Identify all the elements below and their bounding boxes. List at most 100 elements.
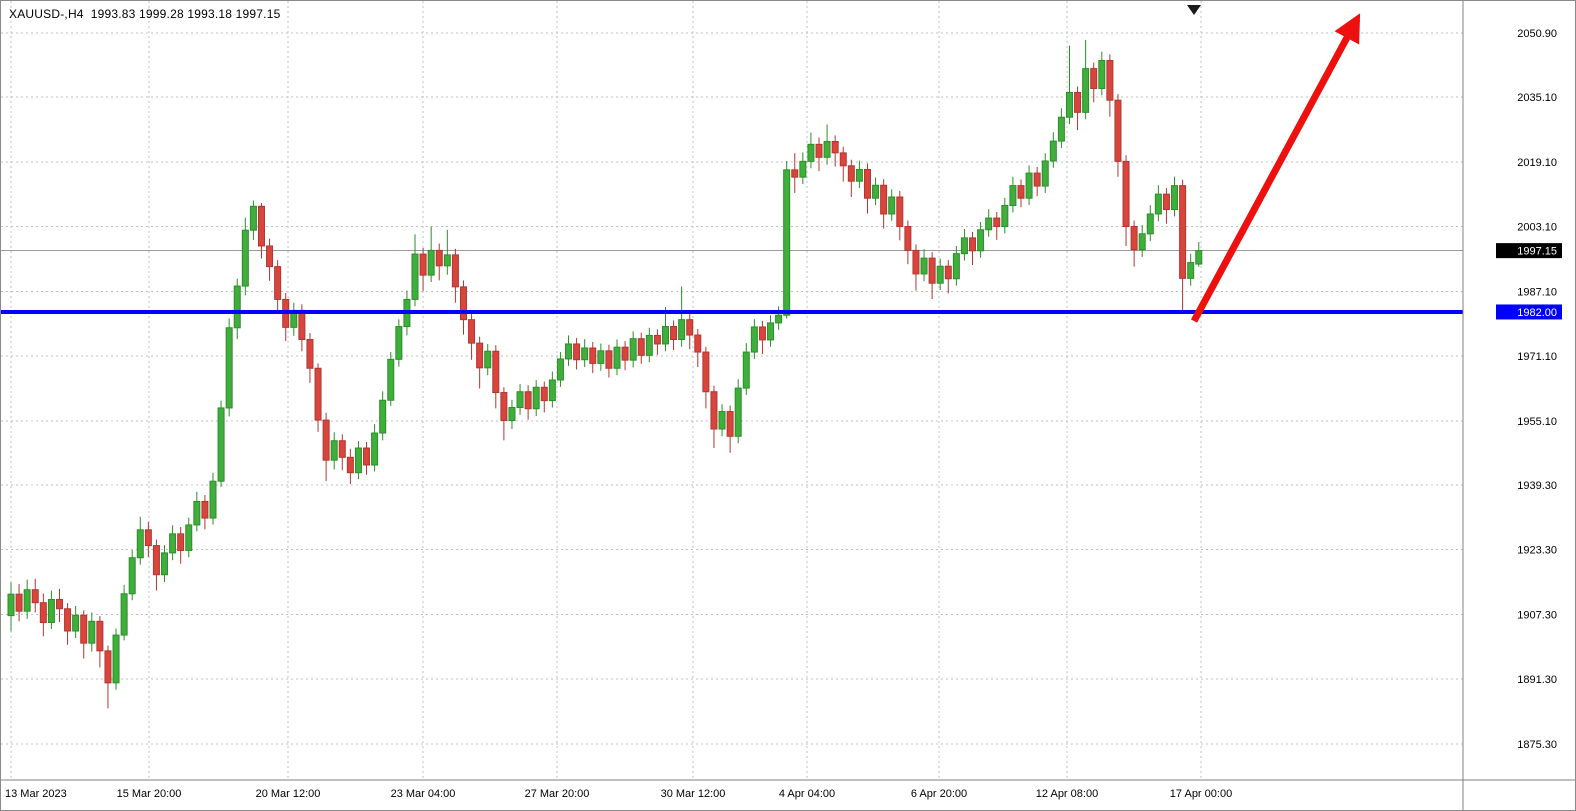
candle-bull: [23, 589, 31, 612]
candle-bull: [1049, 140, 1057, 162]
price-tick-label: 1955.10: [1517, 416, 1557, 428]
candle-bear: [274, 266, 282, 300]
candle-bear: [637, 338, 645, 356]
candle-bull: [872, 184, 880, 199]
candle-bull: [1171, 185, 1179, 211]
candle-bull: [855, 168, 863, 182]
candle-bull: [88, 620, 96, 644]
candle-bear: [1130, 226, 1138, 251]
candle-bear: [96, 620, 104, 652]
candle-bear: [605, 350, 613, 369]
current-price-tag: 1997.15: [1496, 243, 1562, 259]
candle-bull: [807, 143, 815, 162]
candle-bear: [589, 347, 597, 364]
candle-bear: [346, 456, 354, 474]
time-tick-label: 30 Mar 12:00: [661, 788, 726, 800]
candle-bull: [169, 533, 177, 554]
candle-bull: [1057, 116, 1065, 142]
candle-bull: [47, 598, 55, 624]
candle-bull: [1098, 60, 1106, 89]
candle-bear: [31, 589, 39, 604]
price-tick-label: 1875.30: [1517, 739, 1557, 751]
candle-bull: [613, 346, 621, 369]
price-axis[interactable]: 2050.90 2035.10 2019.10 2003.10 1987.10 1971.…: [1517, 28, 1557, 751]
candle-bull: [1009, 185, 1017, 206]
candle-bear: [969, 237, 977, 252]
candle-bull: [241, 229, 249, 287]
candle-bull: [775, 314, 783, 324]
candle-bull: [920, 257, 928, 275]
ohlc-readout: XAUUSD-,H4 1993.83 1999.28 1993.18 1997.…: [9, 7, 281, 21]
candle-bear: [64, 608, 72, 632]
candle-bear: [39, 602, 47, 624]
candle-bear: [1033, 172, 1041, 187]
candle-bull: [823, 141, 831, 158]
candle-bear: [451, 254, 459, 288]
candle-bull: [371, 432, 379, 466]
candle-bull: [952, 253, 960, 280]
candle-bear: [524, 391, 532, 410]
candle-bull: [484, 350, 492, 369]
trend-arrow[interactable]: [1190, 13, 1361, 323]
candle-bear: [1114, 99, 1122, 162]
candle-bull: [136, 529, 144, 559]
candle-bear: [476, 342, 484, 369]
candle-bear: [104, 650, 112, 684]
candle-bull: [330, 440, 338, 461]
candle-bull: [379, 399, 387, 434]
price-tick-label: 1923.30: [1517, 545, 1557, 557]
candle-bull: [1065, 92, 1073, 118]
candle-bear: [55, 598, 63, 610]
time-axis[interactable]: 13 Mar 2023 15 Mar 20:00 20 Mar 12:00 23 Ma…: [5, 788, 1232, 800]
candle-bear: [1179, 185, 1187, 279]
candle-bull: [217, 407, 225, 482]
time-tick-label: 13 Mar 2023: [5, 788, 67, 800]
candle-bull: [936, 265, 944, 284]
candle-bull: [1041, 160, 1049, 187]
candle-bull: [1154, 193, 1162, 215]
candle-bull: [799, 160, 807, 178]
price-tick-label: 1939.30: [1517, 480, 1557, 492]
candle-bull: [508, 407, 516, 421]
chart-shift-marker-icon[interactable]: [1187, 5, 1201, 15]
candle-bear: [928, 257, 936, 284]
candle-bear: [80, 614, 88, 644]
candle-bear: [726, 411, 734, 437]
candle-bull: [1001, 204, 1009, 228]
candle-bull: [661, 326, 669, 345]
candle-bear: [419, 253, 427, 276]
candle-bear: [1162, 193, 1170, 211]
candle-bear: [177, 533, 185, 551]
price-tick-label: 1971.10: [1517, 351, 1557, 363]
candle-bear: [257, 205, 265, 247]
candle-bear: [298, 309, 306, 341]
candle-bear: [500, 392, 508, 421]
candle-bear: [944, 265, 952, 280]
candle-bear: [686, 319, 694, 336]
price-tick-label: 2003.10: [1517, 222, 1557, 234]
candle-bull: [977, 229, 985, 252]
candle-bear: [459, 286, 467, 321]
candle-bear: [863, 168, 871, 199]
candle-bear: [694, 334, 702, 353]
candle-bull: [233, 285, 241, 329]
candle-bear: [670, 326, 678, 341]
time-tick-label: 6 Apr 20:00: [911, 788, 967, 800]
candle-bull: [7, 593, 15, 617]
price-gridlines: [1, 32, 1463, 745]
candle-bear: [492, 350, 500, 394]
candle-bear: [573, 343, 581, 361]
candle-bear: [15, 593, 23, 612]
candle-bull: [565, 343, 573, 360]
candle-bear: [1106, 60, 1114, 101]
candle-bear: [880, 184, 888, 215]
candle-bear: [540, 386, 548, 402]
time-tick-label: 4 Apr 04:00: [779, 788, 835, 800]
candle-bear: [993, 217, 1001, 228]
candle-bull: [678, 319, 686, 341]
candle-bear: [710, 391, 718, 430]
candle-bear: [839, 152, 847, 167]
candle-bear: [912, 249, 920, 275]
price-tick-label: 1907.30: [1517, 609, 1557, 621]
